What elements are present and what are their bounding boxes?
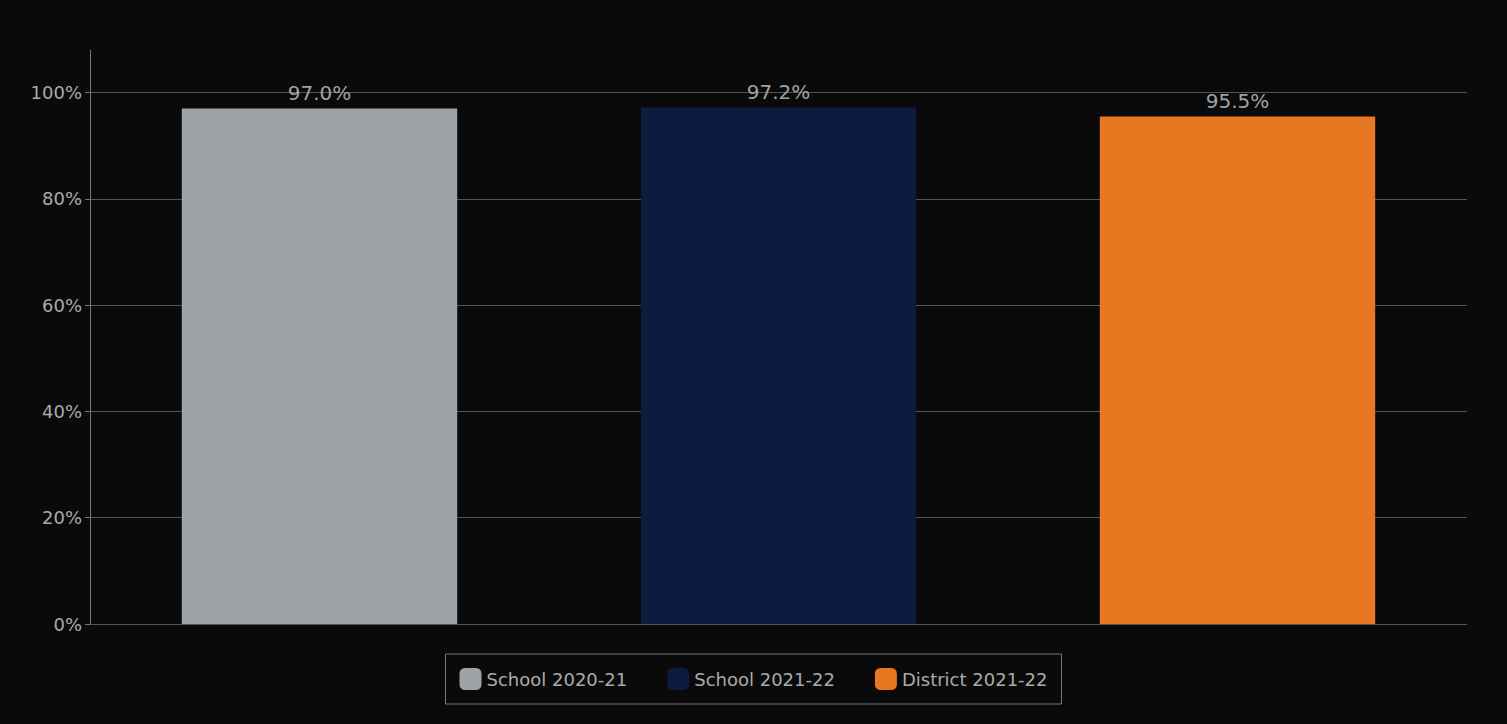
svg-text:School 2020-21: School 2020-21 [487,669,628,690]
svg-text:95.5%: 95.5% [1206,89,1270,113]
svg-text:97.2%: 97.2% [747,80,811,104]
svg-text:97.0%: 97.0% [288,81,352,105]
svg-text:School 2021-22: School 2021-22 [694,669,835,690]
svg-text:20%: 20% [42,507,82,528]
svg-text:60%: 60% [42,295,82,316]
svg-text:80%: 80% [42,188,82,209]
svg-text:40%: 40% [42,401,82,422]
svg-text:District 2021-22: District 2021-22 [902,669,1048,690]
svg-text:0%: 0% [53,614,82,635]
svg-text:100%: 100% [31,82,82,103]
